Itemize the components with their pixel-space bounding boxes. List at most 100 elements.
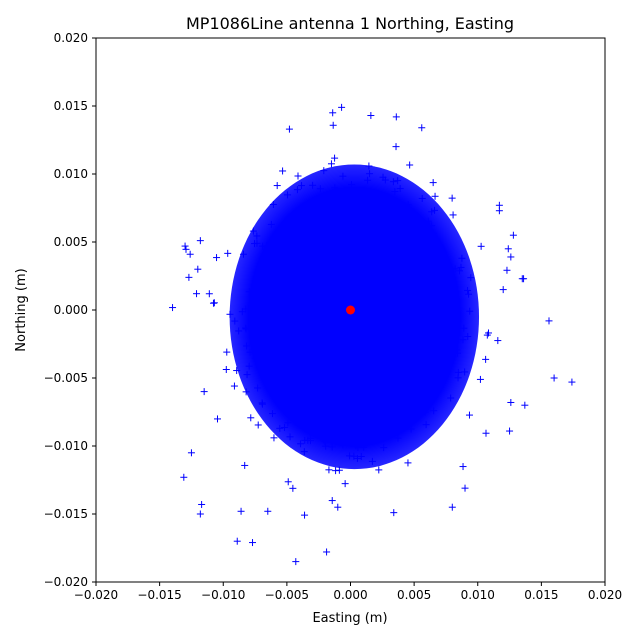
data-point: [346, 378, 354, 386]
data-point: [431, 192, 439, 200]
outlier-point: [193, 290, 201, 298]
data-point: [344, 357, 352, 365]
data-point: [325, 303, 333, 311]
data-point: [459, 336, 467, 344]
data-point: [259, 307, 267, 315]
data-point: [279, 324, 287, 332]
data-point: [367, 385, 375, 393]
data-point: [360, 348, 368, 356]
data-point: [351, 363, 359, 371]
data-point: [433, 360, 441, 368]
data-point: [466, 307, 474, 315]
data-point: [246, 348, 254, 356]
data-point: [427, 235, 435, 243]
data-point: [282, 252, 290, 260]
data-point: [368, 290, 376, 298]
data-point: [421, 298, 429, 306]
data-point: [300, 305, 308, 313]
data-point: [320, 436, 328, 444]
data-point: [385, 322, 393, 330]
data-point: [375, 312, 383, 320]
data-point: [395, 375, 403, 383]
data-point: [214, 415, 222, 423]
data-point: [449, 291, 457, 299]
data-point: [266, 239, 274, 247]
data-point: [381, 291, 389, 299]
data-point: [339, 261, 347, 269]
data-point: [281, 362, 289, 370]
data-point: [319, 323, 327, 331]
data-point: [420, 353, 428, 361]
data-point: [329, 328, 337, 336]
data-point: [411, 330, 419, 338]
data-point: [334, 422, 342, 430]
data-point: [411, 320, 419, 328]
data-point: [331, 184, 339, 192]
data-point: [309, 362, 317, 370]
data-point: [280, 289, 288, 297]
data-point: [274, 371, 282, 379]
data-point: [292, 214, 300, 222]
data-point: [284, 234, 292, 242]
data-point: [376, 304, 384, 312]
data-point: [477, 242, 485, 250]
data-point: [394, 177, 402, 185]
data-point: [321, 202, 329, 210]
data-point: [423, 318, 431, 326]
outlier-point: [187, 449, 195, 457]
data-point: [289, 484, 297, 492]
data-point: [374, 222, 382, 230]
data-point: [274, 348, 282, 356]
data-point: [325, 372, 333, 380]
data-point: [420, 377, 428, 385]
data-point: [348, 181, 356, 189]
data-point: [249, 317, 257, 325]
data-point: [304, 226, 312, 234]
data-point: [209, 299, 217, 307]
data-point: [331, 154, 339, 162]
data-point: [334, 375, 342, 383]
data-point: [350, 326, 358, 334]
data-point: [413, 394, 421, 402]
data-point: [312, 224, 320, 232]
data-point: [457, 263, 465, 271]
data-point: [410, 341, 418, 349]
data-point: [414, 324, 422, 332]
data-point: [290, 269, 298, 277]
data-point: [290, 250, 298, 258]
data-point: [387, 407, 395, 415]
data-point: [412, 235, 420, 243]
data-point: [389, 178, 397, 186]
data-point: [403, 288, 411, 296]
data-point: [344, 264, 352, 272]
data-point: [329, 189, 337, 197]
data-point: [285, 246, 293, 254]
data-point: [383, 310, 391, 318]
data-point: [354, 411, 362, 419]
data-point: [329, 394, 337, 402]
data-point: [447, 316, 455, 324]
data-point: [339, 327, 347, 335]
data-point: [395, 364, 403, 372]
data-point: [367, 320, 375, 328]
data-point: [266, 298, 274, 306]
data-point: [352, 288, 360, 296]
data-point: [330, 243, 338, 251]
data-point: [431, 375, 439, 383]
data-point: [169, 304, 177, 312]
data-point: [304, 242, 312, 250]
data-point: [295, 356, 303, 364]
outlier-point: [264, 507, 272, 515]
data-point: [416, 366, 424, 374]
y-tick-label: 0.020: [54, 31, 88, 45]
data-point: [250, 310, 258, 318]
data-point: [430, 407, 438, 415]
data-point: [339, 222, 347, 230]
data-point: [423, 274, 431, 282]
data-point: [347, 277, 355, 285]
data-point: [332, 223, 340, 231]
data-point: [243, 371, 251, 379]
data-point: [300, 448, 308, 456]
data-point: [345, 270, 353, 278]
data-point: [384, 246, 392, 254]
